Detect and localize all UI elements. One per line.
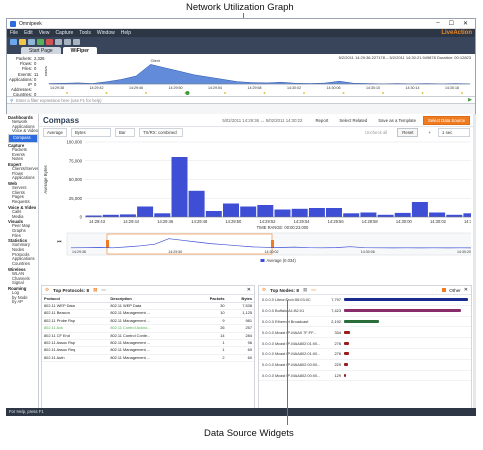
- new-capture-icon[interactable]: [10, 38, 17, 45]
- callout-network-utilization: Network Utilization Graph: [186, 2, 294, 13]
- event-marker[interactable]: [145, 92, 147, 94]
- toolbar: [7, 37, 475, 46]
- stat-value: 0: [34, 66, 37, 72]
- event-marker[interactable]: [66, 92, 68, 94]
- menu-item-edit[interactable]: Edit: [24, 30, 33, 36]
- capture-stats: Packets: 2,326 Flows: 0 Files: 0 Events: 11 Appl…: [9, 56, 45, 98]
- settings-icon[interactable]: [55, 38, 62, 45]
- filter-icon[interactable]: [64, 38, 71, 45]
- stat-value: 0: [34, 82, 37, 88]
- save-icon[interactable]: [28, 38, 35, 45]
- filter-input[interactable]: Enter a filter expression here (use F1 f…: [16, 97, 102, 103]
- tab-wifiper[interactable]: WiFiper: [62, 47, 97, 54]
- stat-value: 0: [34, 76, 37, 82]
- event-marker[interactable]: [421, 92, 424, 94]
- omnipeek-window: Omnipeek – ☐ ✕ File Edit View Capture Tools W…: [6, 18, 476, 416]
- close-button[interactable]: ✕: [462, 21, 468, 27]
- stat-label: Files:: [21, 66, 32, 72]
- event-marker[interactable]: [263, 92, 266, 94]
- stat-row: Countries: 0: [9, 92, 43, 97]
- timeline-tick: 14:29:46: [129, 86, 143, 90]
- menu-item-view[interactable]: View: [38, 30, 50, 36]
- stat-label: Applications:: [9, 76, 33, 82]
- event-marker[interactable]: [382, 92, 384, 94]
- stat-value: 0: [34, 92, 37, 98]
- stat-row: Applications: 0: [9, 77, 43, 82]
- current-position-marker[interactable]: [185, 91, 190, 95]
- stat-value: 11: [34, 71, 39, 77]
- timeline-tick: 14:29:50: [169, 86, 183, 90]
- stat-label: IP Addresses:: [11, 82, 32, 93]
- timeline-tick: 14:29:42: [90, 86, 104, 90]
- tab-start-page[interactable]: Start Page: [21, 47, 61, 54]
- filter-bar: ⚲ Enter a filter expression here (use F1…: [7, 97, 475, 104]
- timeline-range: 5/2/2011 14:29:36.227178 – 5/2/2011 14:3…: [338, 55, 471, 60]
- timeline-tick: 14:30:06: [327, 86, 341, 90]
- document-tabs: Start Page WiFiper: [7, 46, 475, 54]
- event-marker[interactable]: [461, 92, 463, 94]
- menu-item-help[interactable]: Help: [120, 30, 132, 36]
- event-marker[interactable]: [224, 92, 226, 94]
- minimize-button[interactable]: –: [436, 20, 440, 26]
- stat-row: Flows: 0: [9, 61, 43, 66]
- timeline-tick: 14:29:58: [248, 86, 262, 90]
- peak-label: Client: [151, 59, 160, 63]
- stat-row: IP Addresses: 0: [9, 82, 43, 92]
- menu-item-file[interactable]: File: [10, 30, 19, 36]
- menu-bar: File Edit View Capture Tools Window Help LiveAc…: [7, 29, 475, 37]
- window-title: Omnipeek: [19, 20, 42, 27]
- timeline-tick: 14:29:38: [50, 86, 64, 90]
- stop-capture-icon[interactable]: [46, 38, 53, 45]
- stat-row: Files: 0: [9, 66, 43, 71]
- title-bar: Omnipeek – ☐ ✕: [7, 19, 475, 29]
- timeline-tick: 14:30:18: [445, 86, 459, 90]
- stat-label: Events:: [18, 71, 32, 77]
- timeline-tick: 14:30:14: [406, 86, 420, 90]
- utilization-area: [48, 64, 471, 85]
- callout-line-bottom: [287, 300, 288, 425]
- stat-value: 0: [34, 61, 37, 67]
- utilization-chart[interactable]: Bits/s 14:29:38 14:29:42 14:29:46 14:29:50 14…: [45, 58, 475, 96]
- stat-row: Packets: 2,326: [9, 56, 45, 61]
- app-icon: [10, 20, 16, 27]
- menu-item-capture[interactable]: Capture: [55, 30, 74, 36]
- network-utilization-graph: Packets: 2,326 Flows: 0 Files: 0 Events: 11 Appl…: [7, 54, 475, 97]
- window-controls: – ☐ ✕: [436, 20, 472, 27]
- event-marker[interactable]: [105, 92, 108, 94]
- stat-row: Events: 11: [9, 72, 43, 77]
- stat-label: Packets:: [15, 56, 32, 61]
- timeline-tick: 14:29:54: [208, 86, 222, 90]
- open-icon[interactable]: [19, 38, 26, 45]
- filter-icon: ⚲: [10, 97, 14, 103]
- stat-value: 2,326: [34, 56, 45, 61]
- menu-item-tools[interactable]: Tools: [79, 30, 91, 36]
- apply-filter-icon[interactable]: ▶: [468, 97, 472, 103]
- timeline-tick: 14:30:02: [287, 86, 301, 90]
- maximize-button[interactable]: ☐: [448, 21, 454, 27]
- event-marker[interactable]: [303, 92, 305, 94]
- stat-label: Countries:: [12, 92, 32, 98]
- timeline-tick: 14:30:10: [366, 86, 380, 90]
- stat-label: Flows:: [19, 61, 32, 67]
- menu-item-window[interactable]: Window: [96, 30, 115, 36]
- chart-icon[interactable]: [73, 38, 80, 45]
- timeline-ylabel: Bits/s: [45, 66, 48, 76]
- liveaction-logo: LiveAction: [441, 30, 472, 36]
- event-marker[interactable]: [342, 92, 345, 94]
- start-capture-icon[interactable]: [37, 38, 44, 45]
- callout-data-source-widgets: Data Source Widgets: [204, 428, 294, 439]
